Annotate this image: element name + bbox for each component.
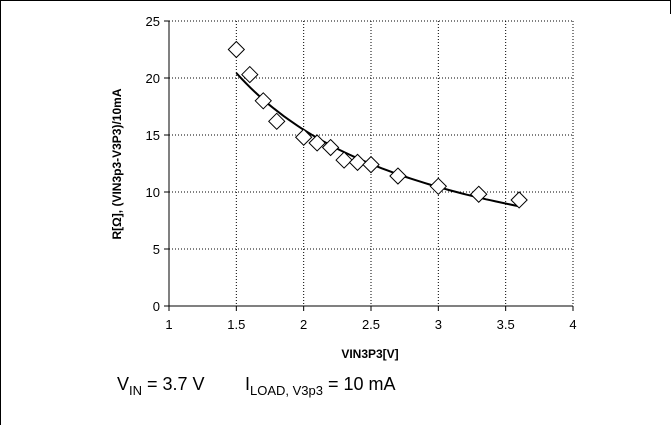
y-tick-label: 25 [146,14,160,29]
data-point-marker [308,134,326,152]
y-axis-title: R[Ω], (VIN3p3-V3P3)/10mA [110,88,124,239]
x-tick-marks [168,306,574,311]
grid-lines [169,20,573,306]
data-point-marker [294,128,313,146]
trendline-curve [235,72,520,208]
data-point-marker [227,40,246,59]
x-tick-label: 3.5 [497,317,515,332]
data-point-marker [335,151,353,169]
data-point-marker [389,167,407,185]
data-point-marker [470,185,488,203]
data-point-marker [429,177,448,196]
data-point-marker [362,155,380,174]
x-tick-labels: 1 1.5 2 2.5 3 3.5 4 [165,317,576,332]
y-tick-label: 10 [146,185,160,200]
iload-caption: ILOAD, V3p3 = 10 mA [245,374,396,398]
x-tick-label: 3 [435,317,442,332]
vin-subscript: IN [129,383,143,398]
data-point-marker [241,65,259,84]
x-axis-title: VIN3P3[V] [341,347,398,361]
iload-symbol: I [245,374,251,394]
trendline [235,72,520,208]
vin-value: = 3.7 V [142,374,205,394]
x-tick-label: 2.5 [362,317,380,332]
data-point-marker [321,138,340,157]
x-tick-label: 2 [300,317,307,332]
data-markers [227,40,528,209]
data-point-marker [510,191,528,209]
x-tick-label: 1.5 [227,317,245,332]
iload-subscript: LOAD, V3p3 [250,383,324,398]
y-tick-marks [164,20,169,307]
data-point-marker [348,153,367,172]
y-tick-label: 5 [153,242,160,257]
x-tick-label: 1 [165,317,172,332]
vin-caption: VIN = 3.7 V [117,374,205,398]
y-tick-label: 0 [153,299,160,314]
y-tick-label: 15 [146,128,160,143]
data-point-marker [268,112,286,131]
x-tick-label: 4 [569,317,576,332]
vin-symbol: V [117,374,130,394]
y-tick-label: 20 [146,71,160,86]
y-tick-labels: 0 5 10 15 20 25 [146,14,160,314]
data-point-marker [254,92,272,110]
iload-value: = 10 mA [323,374,396,394]
